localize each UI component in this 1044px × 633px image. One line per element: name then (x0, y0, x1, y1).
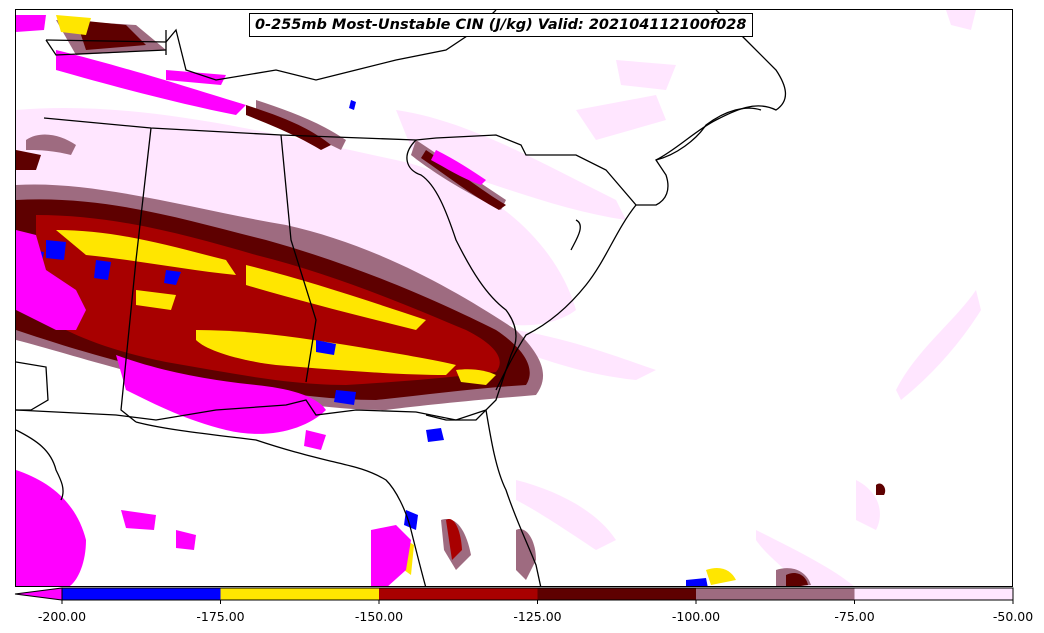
colorbar-segment (379, 588, 538, 600)
cin-map (16, 10, 981, 586)
colorbar (14, 587, 1014, 604)
colorbar-segment (696, 588, 855, 600)
colorbar-under-triangle (14, 587, 63, 601)
colorbar-tick-label: -100.00 (671, 609, 721, 624)
blue-shading (31, 100, 708, 586)
colorbar-tick-label: -75.00 (834, 609, 875, 624)
colorbar-segment (854, 588, 1013, 600)
magenta-shading (16, 15, 486, 586)
map-panel (15, 9, 1013, 587)
map-title: 0-255mb Most-Unstable CIN (J/kg) Valid: … (249, 13, 753, 37)
colorbar-segment (537, 588, 696, 600)
colorbar-segments (62, 588, 1013, 600)
colorbar-tick-label: -150.00 (354, 609, 404, 624)
colorbar-tick-label: -175.00 (196, 609, 245, 624)
colorbar-tick-label: -200.00 (37, 609, 87, 624)
colorbar-tick-label: -50.00 (992, 609, 1034, 624)
light-pink-shading (16, 10, 981, 586)
colorbar-tick-label: -125.00 (513, 609, 562, 624)
colorbar-segment (62, 588, 221, 600)
colorbar-ticks (61, 600, 1014, 604)
colorbar-segment (220, 588, 379, 600)
political-boundaries (16, 10, 787, 586)
